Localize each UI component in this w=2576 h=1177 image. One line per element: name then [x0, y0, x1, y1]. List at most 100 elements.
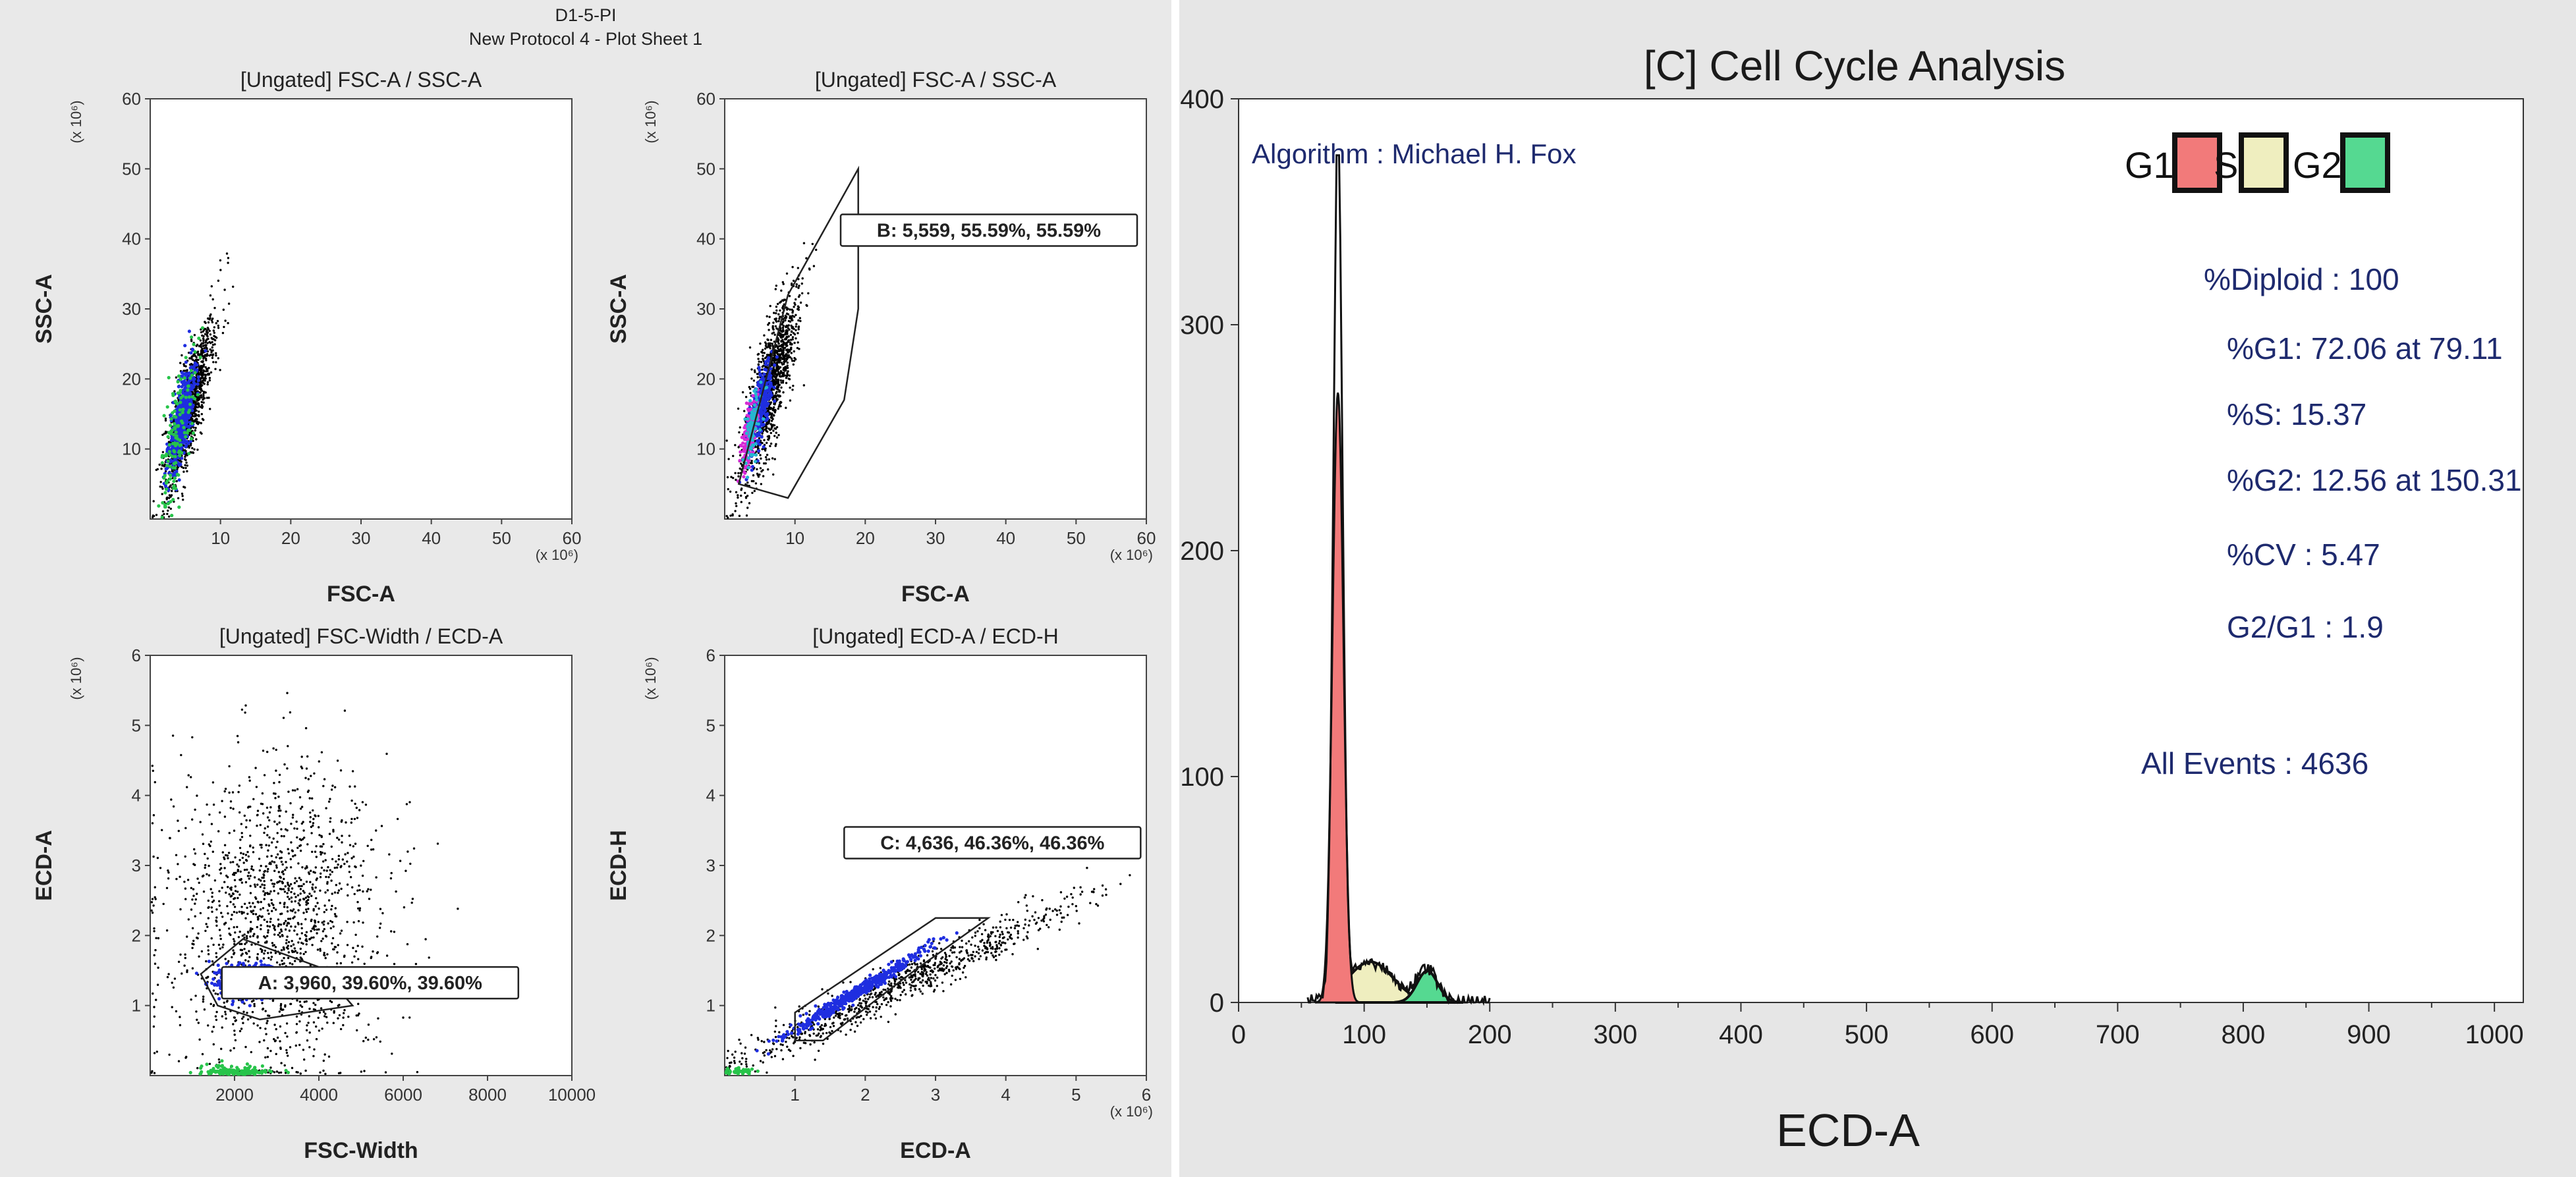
event-dot — [200, 331, 202, 333]
event-dot — [210, 371, 212, 373]
event-dot — [215, 1015, 217, 1017]
event-dot — [257, 918, 259, 920]
event-dot — [152, 516, 154, 518]
y-tick-label: 40 — [696, 229, 715, 249]
event-dot — [301, 932, 303, 934]
event-dot — [271, 860, 273, 862]
x-tick-label: 60 — [563, 528, 582, 548]
y-tick-label: 3 — [132, 856, 141, 875]
event-dot — [178, 449, 181, 452]
event-dot — [198, 1039, 200, 1041]
event-dot — [379, 923, 381, 925]
event-dot — [196, 422, 198, 424]
event-dot — [296, 836, 298, 838]
event-dot — [753, 404, 756, 407]
event-dot — [771, 389, 773, 391]
event-dot — [775, 355, 779, 358]
event-dot — [184, 416, 187, 419]
event-dot — [177, 385, 181, 388]
event-dot — [727, 516, 729, 518]
event-dot — [181, 972, 182, 974]
event-dot — [250, 911, 252, 913]
event-dot — [765, 462, 767, 464]
event-dot — [316, 902, 318, 904]
event-dot — [196, 400, 198, 402]
y-multiplier: (x 10⁶) — [68, 657, 84, 699]
event-dot — [354, 865, 356, 867]
event-dot — [196, 403, 198, 405]
event-dot — [766, 366, 768, 368]
event-dot — [260, 879, 262, 881]
event-dot — [316, 856, 318, 858]
event-dot — [300, 923, 302, 925]
event-dot — [165, 431, 167, 433]
event-dot — [784, 355, 786, 357]
event-dot — [197, 379, 200, 382]
event-dot — [768, 393, 771, 397]
event-dot — [289, 885, 291, 887]
event-dot — [773, 369, 775, 371]
event-dot — [207, 373, 209, 375]
event-dot — [220, 1048, 222, 1050]
event-dot — [800, 302, 802, 304]
event-dot — [325, 957, 327, 959]
event-dot — [248, 950, 250, 952]
event-dot — [208, 321, 210, 323]
event-dot — [252, 869, 254, 871]
event-dot — [190, 422, 194, 425]
event-dot — [198, 422, 200, 424]
event-dot — [175, 1010, 177, 1012]
event-dot — [269, 1066, 271, 1068]
event-dot — [337, 944, 339, 946]
event-dot — [202, 398, 204, 400]
event-dot — [338, 889, 340, 891]
event-dot — [177, 863, 179, 865]
event-dot — [275, 1053, 277, 1055]
event-dot — [338, 858, 340, 860]
event-dot — [771, 426, 773, 428]
event-dot — [319, 890, 321, 892]
event-dot — [171, 411, 174, 414]
event-dot — [765, 344, 767, 346]
y-axis-label: ECD-A — [32, 830, 57, 901]
event-dot — [370, 839, 372, 841]
event-dot — [160, 468, 162, 470]
event-dot — [278, 781, 280, 783]
event-dot — [188, 329, 191, 333]
event-dot — [797, 267, 799, 269]
event-dot — [286, 935, 288, 937]
event-dot — [793, 306, 795, 308]
event-dot — [230, 918, 232, 920]
event-dot — [197, 406, 199, 408]
event-dot — [294, 925, 296, 927]
event-dot — [177, 419, 180, 422]
event-dot — [194, 995, 196, 997]
event-dot — [246, 907, 248, 909]
event-dot — [361, 946, 363, 948]
event-dot — [246, 913, 248, 915]
event-dot — [758, 372, 762, 375]
event-dot — [269, 811, 271, 813]
event-dot — [318, 760, 320, 762]
event-dot — [202, 358, 204, 360]
event-dot — [221, 887, 223, 889]
x-tick-label: 10000 — [548, 1085, 596, 1105]
event-dot — [215, 354, 217, 356]
event-dot — [780, 387, 782, 389]
event-dot — [290, 891, 292, 893]
event-dot — [343, 954, 345, 956]
event-dot — [191, 736, 193, 738]
event-dot — [200, 821, 202, 823]
event-dot — [770, 344, 771, 346]
event-dot — [786, 358, 788, 360]
x-tick-label: 30 — [352, 528, 371, 548]
event-dot — [264, 950, 266, 952]
event-dot — [232, 791, 234, 793]
event-dot — [227, 257, 229, 259]
event-dot — [188, 395, 191, 398]
event-dot — [209, 1063, 211, 1065]
event-dot — [169, 837, 171, 839]
event-dot — [246, 851, 248, 853]
event-dot — [409, 863, 411, 865]
event-dot — [770, 407, 772, 409]
